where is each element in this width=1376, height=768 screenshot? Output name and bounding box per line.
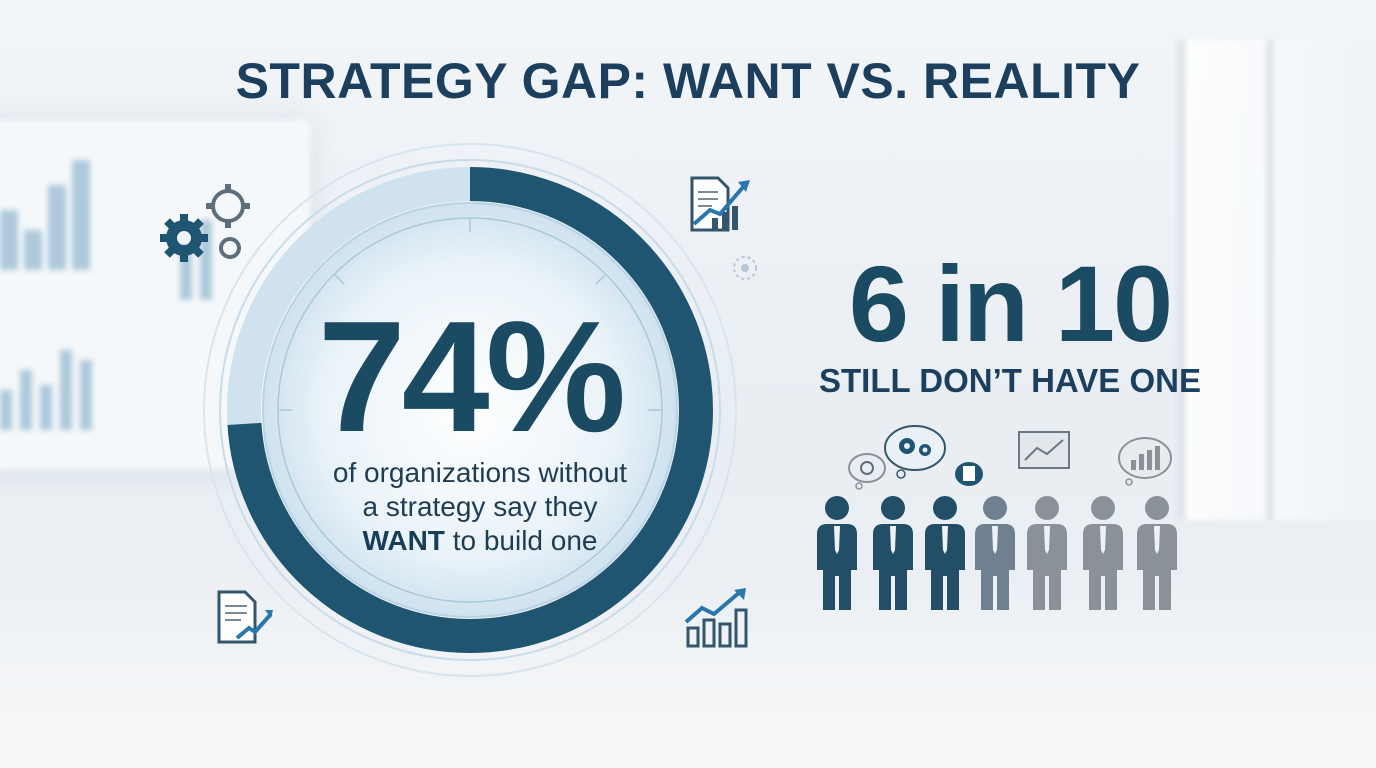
headline-percentage: 74% [317,289,626,465]
ratio-caption: STILL DON’T HAVE ONE [819,362,1201,399]
person-figure [975,496,1015,610]
person-figure [1027,496,1067,610]
description-line-1: of organizations without [332,457,628,488]
want-emphasis: WANT [362,525,445,556]
report-chart-icon [690,176,750,232]
person-figure [925,496,965,610]
target-icon [733,256,757,280]
percentage-description: of organizations without a strategy say … [290,456,670,558]
description-line-2: a strategy say they [362,491,598,522]
growth-chart-icon [684,588,748,648]
ratio-stat: 6 in 10 [848,243,1173,364]
person-figure [1083,496,1123,610]
description-line-3-rest: to build one [444,525,598,556]
person-figure [817,496,857,610]
progress-ring [200,140,740,680]
people-group-icon [815,420,1195,620]
progress-ring-fill [227,167,713,653]
person-figure [873,496,913,610]
description-line-3: WANT to build one [290,524,670,558]
page-title: STRATEGY GAP: WANT VS. REALITY [235,53,1141,109]
document-icon [217,590,273,644]
thought-bubble-icon [848,425,1172,490]
background-window [1176,40,1376,520]
gears-icon [160,184,250,262]
person-figure [1137,496,1177,610]
